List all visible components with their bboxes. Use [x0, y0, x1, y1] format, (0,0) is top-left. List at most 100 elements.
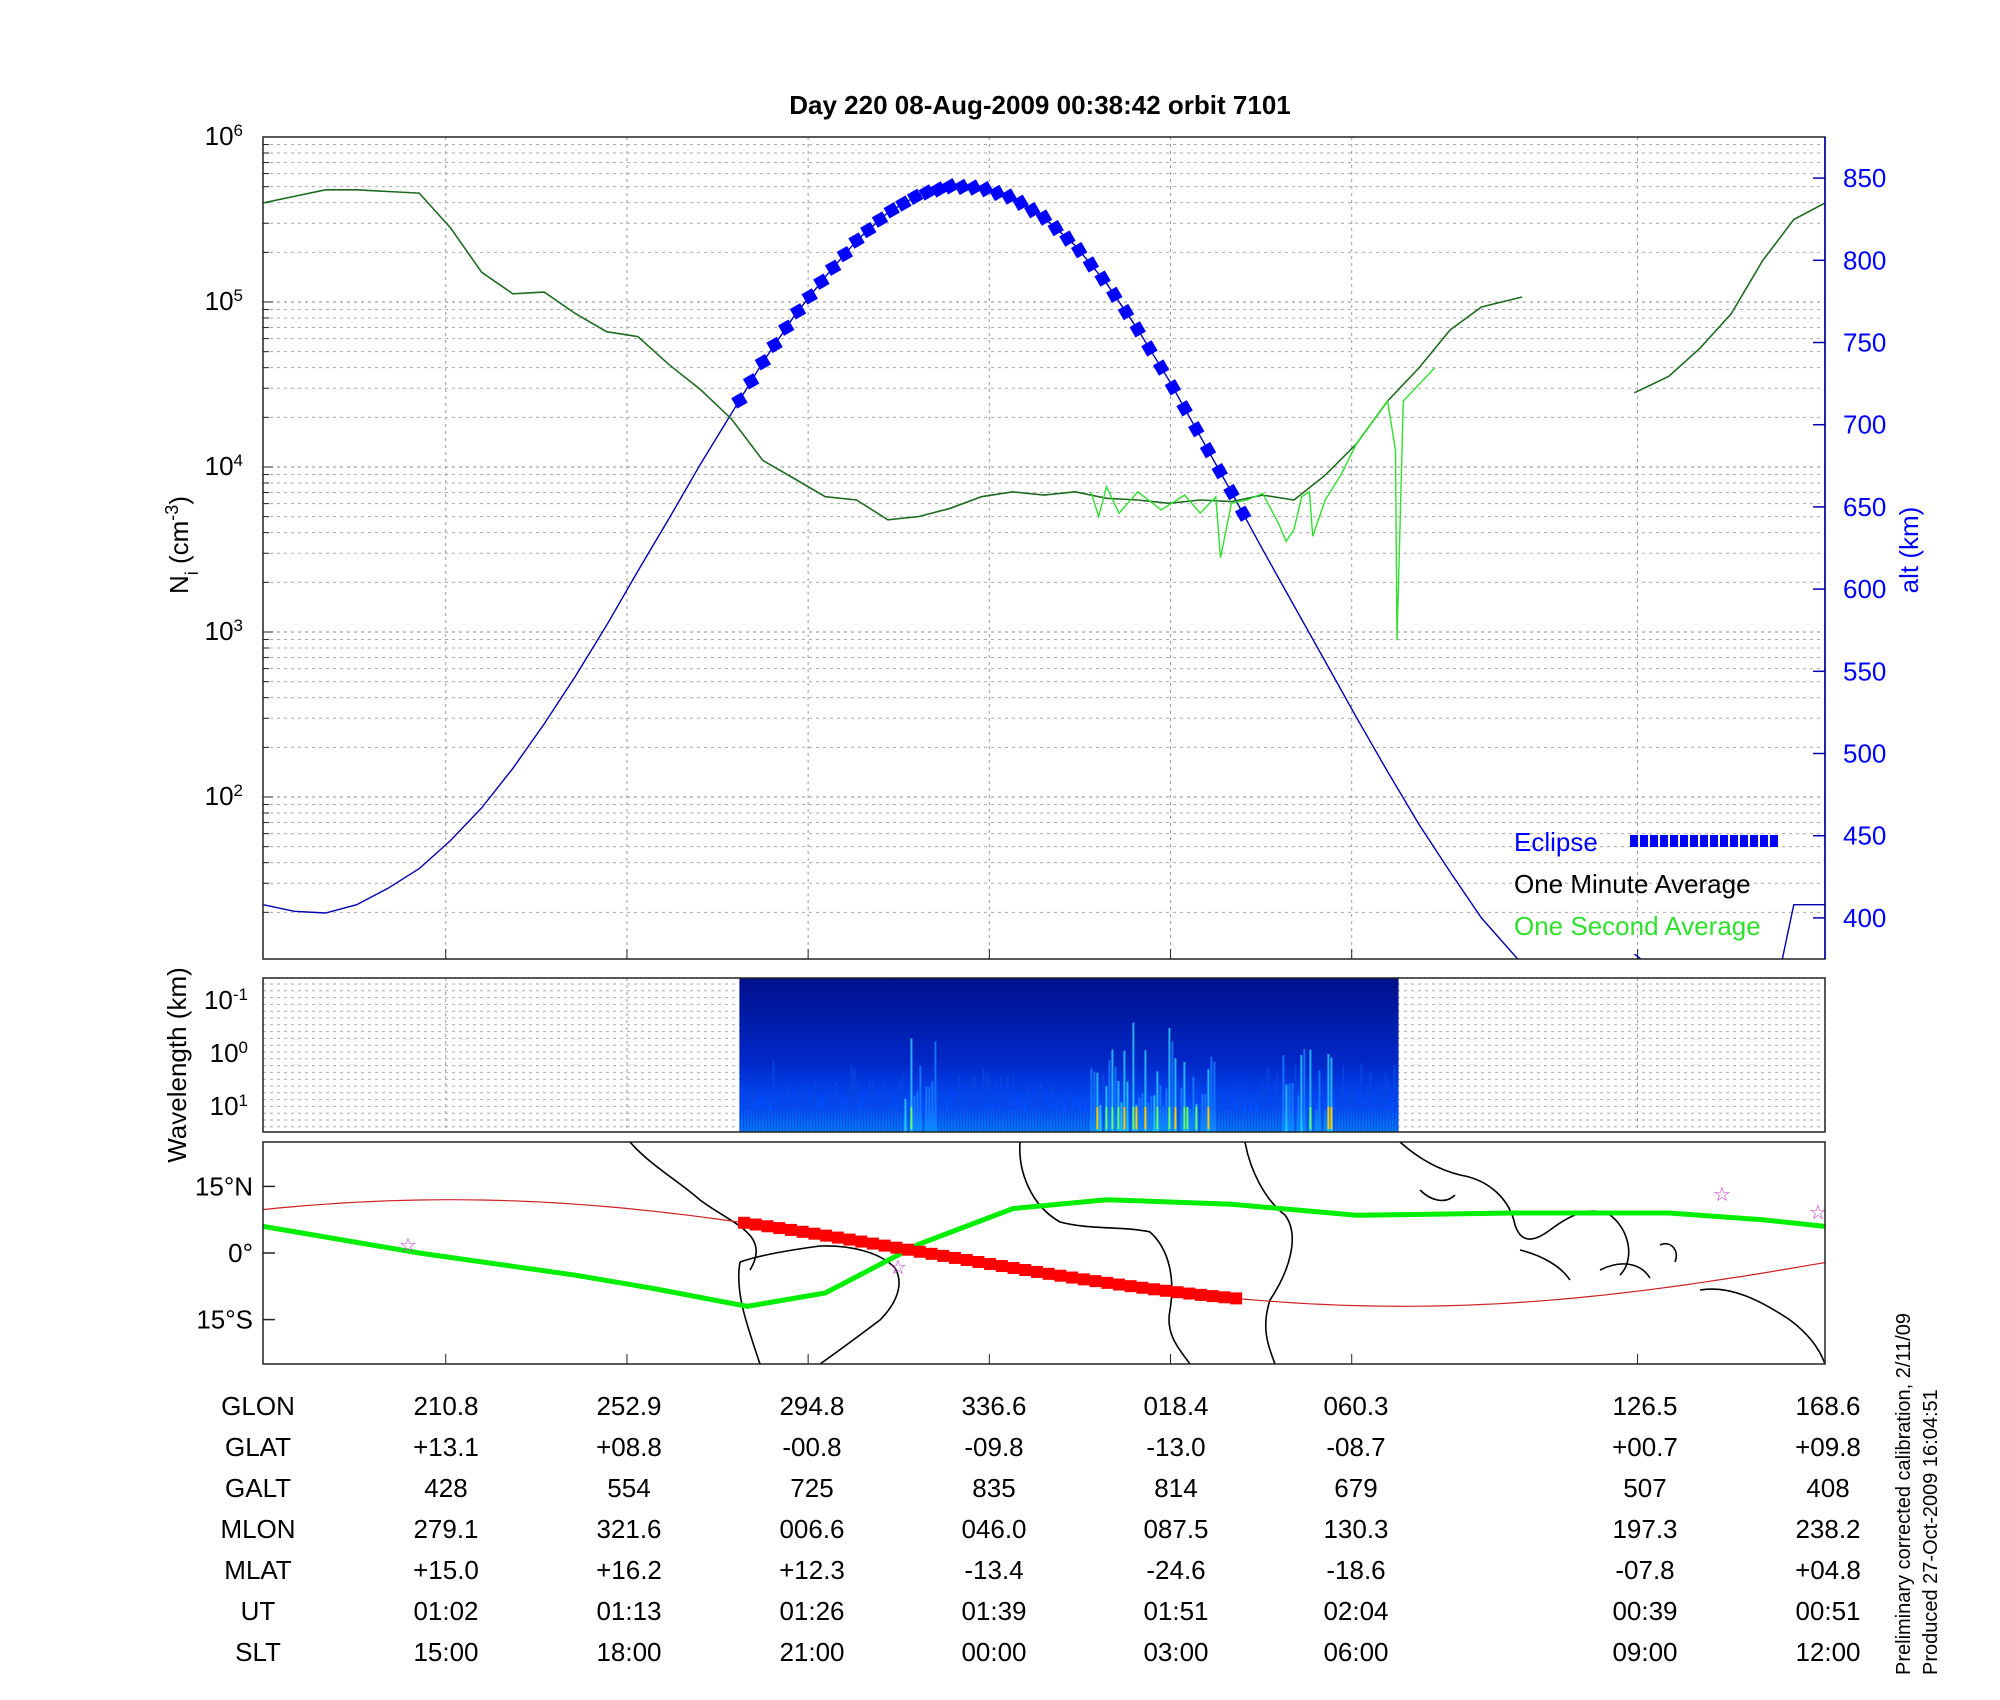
- table-cell: 00:39: [1612, 1596, 1677, 1626]
- spec-streak: [1027, 1084, 1030, 1132]
- table-cell: 15:00: [413, 1637, 478, 1667]
- table-cell: 01:02: [413, 1596, 478, 1626]
- spec-y-tick: 10-1: [204, 985, 248, 1016]
- spec-streak: [1255, 1111, 1258, 1132]
- track-eclipse-marker: [1124, 1280, 1137, 1293]
- spec-streak: [766, 1092, 769, 1132]
- spec-streak: [835, 1081, 838, 1132]
- table-cell: 130.3: [1323, 1514, 1388, 1544]
- footnote: Preliminary corrected calibration, 2/11/…: [1893, 1313, 1942, 1675]
- chart-title: Day 220 08-Aug-2009 00:38:42 orbit 7101: [789, 90, 1291, 120]
- spec-streak: [739, 1090, 742, 1132]
- spec-streak: [781, 1092, 784, 1132]
- table-cell: 01:51: [1143, 1596, 1208, 1626]
- magnetic-equator-line: [263, 1197, 1825, 1309]
- spectrogram-y-ticks: 10-1 100 101: [204, 985, 248, 1122]
- spec-streak: [742, 1105, 745, 1132]
- spec-streak: [1057, 1102, 1060, 1132]
- map-frame: [263, 1142, 1825, 1364]
- table-cell: 09:00: [1612, 1637, 1677, 1667]
- spec-streak: [949, 1103, 952, 1132]
- spec-streak: [1189, 1108, 1192, 1132]
- footnote-line2: Produced 27-Oct-2009 16:04:51: [1920, 1389, 1942, 1675]
- table-cell: -00.8: [782, 1432, 841, 1462]
- table-cell: +04.8: [1795, 1555, 1861, 1585]
- spec-streak: [946, 1110, 949, 1132]
- spec-streak: [1138, 1097, 1141, 1132]
- eclipse-marker: [1199, 441, 1217, 459]
- spec-streak: [763, 1105, 766, 1132]
- main-grid: [263, 136, 1826, 959]
- spec-streak: [973, 1076, 976, 1132]
- spectrogram-border: [262, 977, 1826, 1133]
- table-cell: 835: [972, 1473, 1015, 1503]
- spec-streak: [904, 1098, 907, 1132]
- spec-streak: [1153, 1095, 1156, 1132]
- table-cell: 725: [790, 1473, 833, 1503]
- spec-streak: [1180, 1087, 1183, 1132]
- spec-streak: [1381, 1086, 1384, 1132]
- legend-eclipse-mark: [1720, 835, 1728, 847]
- table-cell: 679: [1334, 1473, 1377, 1503]
- track-eclipse-marker: [1077, 1273, 1090, 1286]
- eclipse-track-markers: [738, 1216, 1243, 1305]
- eclipse-marker: [988, 184, 1006, 202]
- eclipse-marker: [860, 221, 877, 239]
- spec-streak: [1225, 1096, 1228, 1132]
- spec-streak: [1318, 1070, 1321, 1132]
- table-cell: -24.6: [1146, 1555, 1205, 1585]
- spec-streak: [1264, 1087, 1267, 1132]
- table-cell: -13.0: [1146, 1432, 1205, 1462]
- spec-hot-streak: [1156, 1107, 1159, 1129]
- eclipse-marker: [953, 178, 971, 196]
- spec-streak: [829, 1094, 832, 1132]
- spec-streak: [1033, 1093, 1036, 1132]
- spec-streak: [1123, 1050, 1126, 1132]
- spec-streak: [1297, 1095, 1300, 1132]
- star-marker: ☆: [399, 1235, 417, 1257]
- track-eclipse-marker: [1206, 1290, 1219, 1303]
- table-cell: 018.4: [1143, 1391, 1208, 1421]
- spec-streak: [1213, 1061, 1216, 1132]
- spec-streak: [1219, 1095, 1222, 1132]
- spec-streak: [1246, 1085, 1249, 1132]
- track-eclipse-marker: [878, 1239, 891, 1252]
- table-cell: 12:00: [1795, 1637, 1860, 1667]
- spec-streak: [1075, 1104, 1078, 1132]
- spec-streak: [1126, 1081, 1129, 1132]
- spec-streak: [910, 1038, 913, 1132]
- spec-streak: [1174, 1058, 1177, 1132]
- table-cell: -18.6: [1326, 1555, 1385, 1585]
- track-eclipse-marker: [796, 1225, 809, 1238]
- track-eclipse-marker: [960, 1253, 973, 1266]
- spec-streak: [757, 1108, 760, 1132]
- eclipse-marker: [1082, 256, 1100, 273]
- track-eclipse-marker: [1101, 1276, 1114, 1289]
- spec-streak: [958, 1076, 961, 1132]
- spec-streak: [1144, 1050, 1147, 1132]
- track-eclipse-marker: [1007, 1262, 1020, 1275]
- eclipse-marker: [1070, 242, 1088, 259]
- y-right-tick: 600: [1843, 574, 1886, 604]
- spec-streak: [880, 1086, 883, 1132]
- spec-hot-streak: [1123, 1107, 1126, 1129]
- eclipse-marker: [801, 288, 818, 305]
- table-cell: 197.3: [1612, 1514, 1677, 1544]
- spec-streak: [994, 1082, 997, 1132]
- spec-streak: [787, 1084, 790, 1132]
- y-right-tick: 750: [1843, 328, 1886, 358]
- spec-streak: [1210, 1056, 1213, 1132]
- spec-streak: [1321, 1086, 1324, 1132]
- spec-streak: [1336, 1095, 1339, 1132]
- spec-streak: [1378, 1084, 1381, 1132]
- spec-streak: [1354, 1099, 1357, 1132]
- table-row-label: GALT: [225, 1473, 291, 1503]
- spec-streak: [826, 1083, 829, 1132]
- spec-streak: [1099, 1105, 1102, 1132]
- spec-streak: [898, 1080, 901, 1132]
- table-cell: 336.6: [961, 1391, 1026, 1421]
- table-cell: 428: [424, 1473, 467, 1503]
- spec-streak: [811, 1095, 814, 1132]
- spec-streak: [1372, 1101, 1375, 1132]
